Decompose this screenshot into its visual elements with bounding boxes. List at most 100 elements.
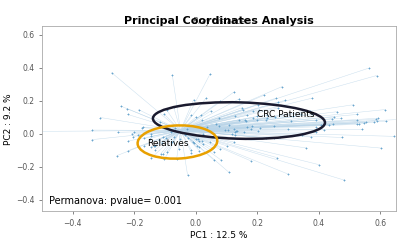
Point bbox=[255, 129, 262, 133]
Point bbox=[216, 116, 222, 120]
Point bbox=[170, 105, 177, 109]
Point bbox=[306, 109, 313, 112]
Point bbox=[356, 122, 362, 126]
Point bbox=[303, 146, 309, 150]
Point bbox=[244, 125, 250, 129]
Point bbox=[224, 144, 230, 148]
Point bbox=[97, 116, 104, 120]
Point bbox=[194, 144, 200, 148]
Point bbox=[234, 129, 240, 133]
Point bbox=[196, 139, 202, 143]
Point bbox=[274, 156, 280, 160]
Point bbox=[124, 112, 131, 116]
Point bbox=[128, 132, 135, 136]
Point bbox=[190, 141, 197, 145]
Point bbox=[307, 135, 314, 139]
Point bbox=[263, 118, 270, 122]
Point bbox=[161, 158, 168, 162]
Point bbox=[207, 72, 213, 76]
Point bbox=[188, 113, 194, 117]
Point bbox=[161, 112, 167, 116]
Point bbox=[151, 144, 158, 148]
Point bbox=[148, 145, 154, 149]
Point bbox=[274, 100, 281, 104]
Text: Bray distance: Bray distance bbox=[193, 17, 245, 26]
Point bbox=[203, 96, 210, 100]
Point bbox=[198, 113, 204, 117]
Point bbox=[248, 159, 254, 163]
Point bbox=[174, 157, 180, 161]
Point bbox=[148, 134, 154, 138]
Point bbox=[190, 140, 196, 144]
Point bbox=[326, 123, 332, 127]
Point bbox=[331, 115, 338, 119]
Point bbox=[361, 121, 367, 125]
Point bbox=[383, 119, 390, 123]
Point bbox=[195, 138, 202, 142]
Point bbox=[233, 129, 240, 133]
Point bbox=[329, 117, 336, 121]
Point bbox=[260, 93, 267, 97]
Point bbox=[253, 118, 260, 122]
Point bbox=[354, 122, 360, 126]
Point bbox=[184, 173, 191, 177]
Point bbox=[200, 142, 206, 146]
Point bbox=[196, 145, 202, 149]
Point bbox=[171, 135, 178, 139]
Point bbox=[365, 66, 372, 70]
Point bbox=[148, 156, 154, 160]
Point bbox=[196, 149, 202, 152]
Point bbox=[235, 118, 242, 122]
Point bbox=[231, 90, 238, 94]
Point bbox=[182, 133, 188, 137]
Point bbox=[231, 140, 237, 144]
Point bbox=[207, 140, 214, 144]
Point bbox=[216, 99, 223, 103]
Point bbox=[256, 108, 263, 112]
X-axis label: PC1 : 12.5 %: PC1 : 12.5 % bbox=[190, 231, 248, 240]
Point bbox=[354, 118, 360, 122]
Text: CRC Patients: CRC Patients bbox=[258, 110, 315, 119]
Text: Relatives: Relatives bbox=[147, 139, 188, 148]
Point bbox=[188, 151, 195, 155]
Point bbox=[309, 96, 316, 100]
Point bbox=[184, 127, 191, 131]
Point bbox=[244, 113, 250, 117]
Point bbox=[273, 96, 279, 100]
Point bbox=[316, 163, 322, 167]
Point bbox=[242, 119, 249, 122]
Point bbox=[372, 117, 379, 121]
Point bbox=[193, 137, 199, 141]
Point bbox=[185, 136, 191, 140]
Point bbox=[225, 128, 232, 132]
Point bbox=[218, 158, 224, 162]
Point bbox=[176, 137, 183, 141]
Point bbox=[338, 135, 345, 139]
Point bbox=[362, 121, 369, 124]
Point bbox=[208, 109, 214, 113]
Point bbox=[263, 136, 269, 140]
Point bbox=[239, 106, 246, 110]
Point bbox=[156, 138, 162, 142]
Point bbox=[114, 131, 121, 134]
Point bbox=[341, 178, 347, 182]
Point bbox=[135, 108, 142, 112]
Point bbox=[26, 130, 32, 133]
Point bbox=[190, 98, 197, 102]
Point bbox=[279, 85, 285, 89]
Point bbox=[382, 108, 388, 112]
Point bbox=[374, 119, 380, 122]
Point bbox=[232, 131, 238, 134]
Point bbox=[164, 108, 170, 112]
Point bbox=[209, 146, 216, 150]
Point bbox=[114, 154, 120, 158]
Point bbox=[198, 139, 205, 143]
Point bbox=[298, 112, 304, 116]
Point bbox=[242, 118, 249, 122]
Point bbox=[276, 135, 283, 139]
Point bbox=[177, 130, 183, 134]
Point bbox=[285, 127, 291, 131]
Point bbox=[271, 124, 277, 128]
Point bbox=[188, 148, 194, 152]
Point bbox=[378, 146, 384, 150]
